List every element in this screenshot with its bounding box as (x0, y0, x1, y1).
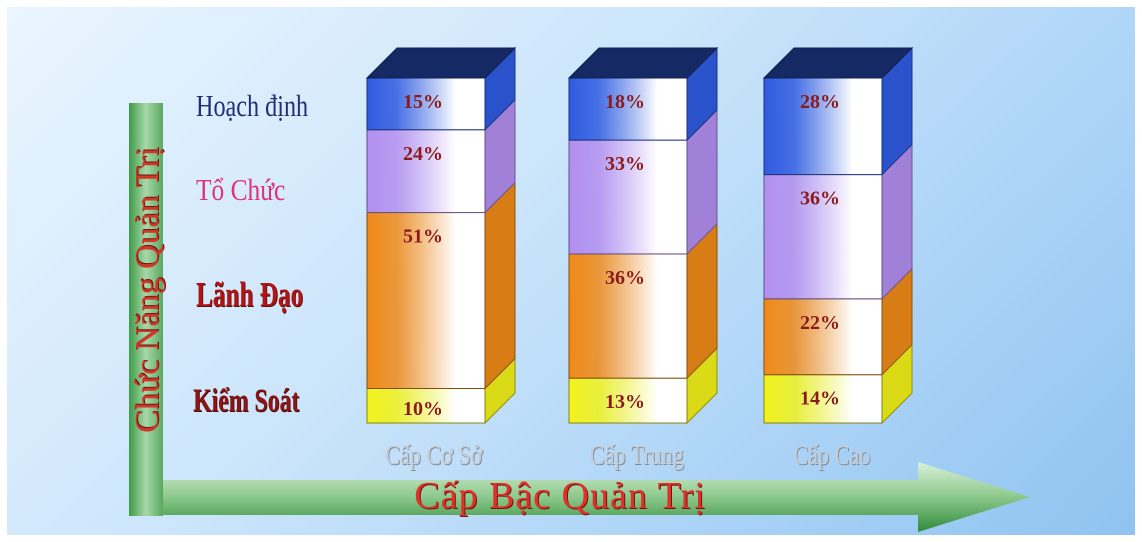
y-axis-title: Chức Năng Quản Trị (129, 147, 166, 433)
bar-to-chuc-cap-co-so (366, 129, 486, 214)
x-axis-title: Cấp Bậc Quản Trị (414, 475, 706, 517)
bar-side-lanh-dao-cap-co-so (484, 181, 516, 390)
column-label-cap-trung: Cấp Trung (589, 440, 685, 470)
row-label-to-chuc: Tổ Chức (196, 172, 286, 207)
bar-to-chuc-cap-trung (568, 139, 688, 255)
row-label-hoach-dinh: Hoạch định (196, 88, 309, 123)
value-label-hoach-dinh-cap-cao: 28% (800, 91, 840, 113)
bar-top-cap-co-so (365, 47, 517, 79)
bar-top-cap-trung (567, 47, 719, 79)
column-label-cap-cao: Cấp Cao (793, 440, 871, 470)
value-label-to-chuc-cap-trung: 33% (605, 153, 645, 175)
row-label-kiem-soat: Kiểm Soát (193, 383, 300, 419)
value-label-kiem-soat-cap-cao: 14% (800, 388, 840, 410)
value-label-to-chuc-cap-co-so: 24% (403, 143, 443, 165)
value-label-lanh-dao-cap-cao: 22% (800, 312, 840, 334)
value-label-to-chuc-cap-cao: 36% (800, 188, 840, 210)
bar-top-cap-cao (762, 47, 914, 79)
value-label-lanh-dao-cap-co-so: 51% (403, 226, 443, 248)
x-axis-arrow (163, 462, 1030, 532)
bar-kiem-soat-cap-cao (763, 374, 883, 424)
value-label-hoach-dinh-cap-trung: 18% (605, 91, 645, 113)
bar-hoach-dinh-cap-co-so (366, 77, 486, 131)
axes (129, 103, 1030, 532)
bar-lanh-dao-cap-trung (568, 253, 688, 379)
bar-hoach-dinh-cap-cao (763, 77, 883, 176)
value-label-lanh-dao-cap-trung: 36% (605, 267, 645, 289)
bar-hoach-dinh-cap-trung (568, 77, 688, 141)
column-label-cap-co-so: Cấp Cơ Sở (385, 440, 483, 470)
bar-to-chuc-cap-cao (763, 174, 883, 300)
row-label-lanh-dao: Lãnh Đạo (196, 275, 304, 314)
value-label-hoach-dinh-cap-co-so: 15% (403, 91, 443, 113)
bar-lanh-dao-cap-cao (763, 298, 883, 376)
bar-kiem-soat-cap-trung (568, 377, 688, 424)
value-label-kiem-soat-cap-trung: 13% (605, 391, 645, 413)
y-axis-bar (129, 103, 163, 516)
value-label-kiem-soat-cap-co-so: 10% (403, 398, 443, 420)
bar-kiem-soat-cap-co-so (366, 388, 486, 424)
bars-group: 10% 51% 24% 15% 13% 36% 33% 18% 14% 22% 36% 28% (365, 46, 914, 425)
bar-lanh-dao-cap-co-so (366, 212, 486, 389)
